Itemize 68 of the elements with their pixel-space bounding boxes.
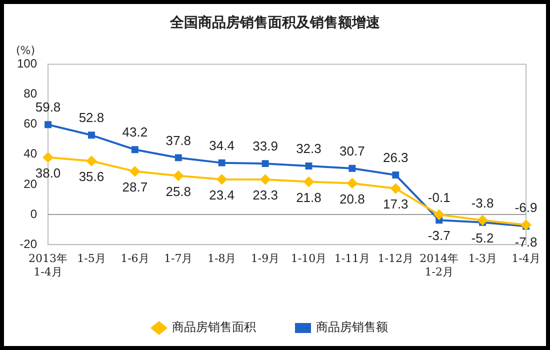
x-tick-label: 1-9月 xyxy=(250,252,280,266)
data-label: 30.7 xyxy=(340,143,365,158)
point xyxy=(348,164,356,172)
x-tick-label: 2014年 1-2月 xyxy=(420,252,459,278)
point xyxy=(86,156,96,166)
point xyxy=(43,152,54,162)
data-label: -6.9 xyxy=(514,200,538,215)
data-label: 17.3 xyxy=(382,196,408,212)
point xyxy=(174,154,182,162)
point xyxy=(44,121,52,128)
point xyxy=(131,146,138,154)
data-label: 23.3 xyxy=(252,188,278,203)
data-label: 43.2 xyxy=(122,124,148,140)
point xyxy=(347,178,358,188)
point xyxy=(262,160,269,168)
data-label: 35.6 xyxy=(78,169,104,184)
point xyxy=(88,132,95,139)
y-tick-label: 80 xyxy=(24,86,38,101)
chart-title: 全国商品房销售面积及销售额增速 xyxy=(169,14,381,32)
x-tick-label: 1-11月 xyxy=(334,252,370,266)
data-label: 52.8 xyxy=(78,110,104,126)
point xyxy=(305,162,312,170)
data-label: 23.4 xyxy=(209,187,234,202)
x-tick-label: 1-4月 xyxy=(512,252,540,266)
data-label: 20.8 xyxy=(340,191,365,206)
data-label: -3.8 xyxy=(471,195,494,210)
x-tick-label: 1-6月 xyxy=(120,252,150,266)
data-label: 33.9 xyxy=(252,138,278,154)
point xyxy=(304,176,314,187)
data-label: -7.8 xyxy=(514,234,538,250)
y-axis-title: (%) xyxy=(16,44,36,57)
point xyxy=(392,172,400,178)
point xyxy=(173,170,184,181)
x-tick-label: 1-12月 xyxy=(378,252,414,266)
x-tick-label: 1-3月 xyxy=(468,252,497,266)
data-label: 38.0 xyxy=(35,165,61,180)
y-tick-label: 40 xyxy=(24,146,38,161)
x-tick-label: 1-10月 xyxy=(290,252,327,266)
data-label: 37.8 xyxy=(166,132,192,148)
point xyxy=(521,220,531,230)
point xyxy=(390,184,401,194)
data-label: 21.8 xyxy=(296,190,322,205)
data-label: 34.4 xyxy=(209,138,234,153)
point xyxy=(260,174,270,185)
data-label: -3.7 xyxy=(428,228,450,244)
x-tick-label: 2013年 1-4月 xyxy=(28,252,68,278)
legend-label: 商品房销售额 xyxy=(316,320,388,334)
y-tick-label: -20 xyxy=(20,236,38,251)
y-tick-label: 0 xyxy=(30,206,38,221)
data-label: 28.7 xyxy=(122,179,148,194)
point xyxy=(130,166,140,176)
data-label: -0.1 xyxy=(428,190,450,205)
point xyxy=(434,210,444,220)
y-tick-label: 60 xyxy=(24,116,38,131)
data-label: 25.8 xyxy=(166,184,192,199)
data-label: -5.2 xyxy=(471,230,494,246)
x-tick-label: 1-5月 xyxy=(77,252,106,266)
y-tick-label: 20 xyxy=(24,176,38,191)
point xyxy=(216,174,227,184)
legend-label: 商品房销售面积 xyxy=(172,320,256,334)
y-tick-label: 100 xyxy=(16,56,38,71)
point xyxy=(478,215,488,226)
point xyxy=(218,159,226,166)
data-label: 26.3 xyxy=(382,150,408,166)
data-label: 59.8 xyxy=(35,100,61,115)
x-tick-label: 1-8月 xyxy=(207,252,236,266)
data-label: 32.3 xyxy=(296,141,322,156)
x-tick-label: 1-7月 xyxy=(164,252,193,266)
